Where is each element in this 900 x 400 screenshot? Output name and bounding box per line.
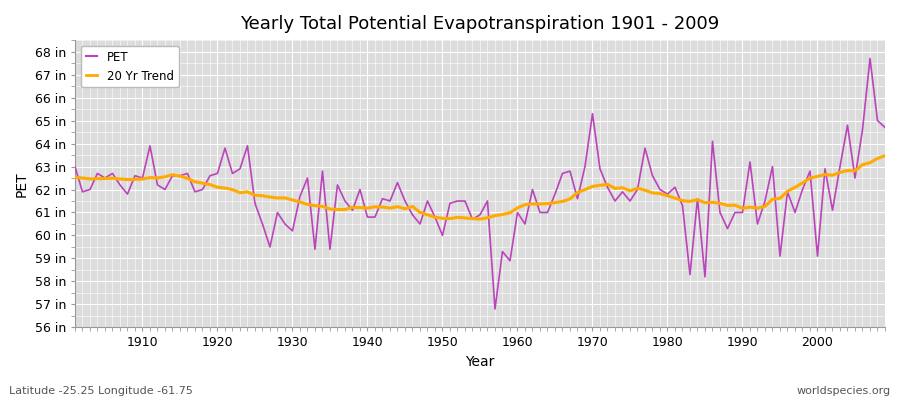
Legend: PET, 20 Yr Trend: PET, 20 Yr Trend xyxy=(81,46,178,87)
X-axis label: Year: Year xyxy=(465,355,495,369)
Title: Yearly Total Potential Evapotranspiration 1901 - 2009: Yearly Total Potential Evapotranspiratio… xyxy=(240,15,720,33)
Text: Latitude -25.25 Longitude -61.75: Latitude -25.25 Longitude -61.75 xyxy=(9,386,193,396)
Y-axis label: PET: PET xyxy=(15,171,29,196)
Text: worldspecies.org: worldspecies.org xyxy=(796,386,891,396)
